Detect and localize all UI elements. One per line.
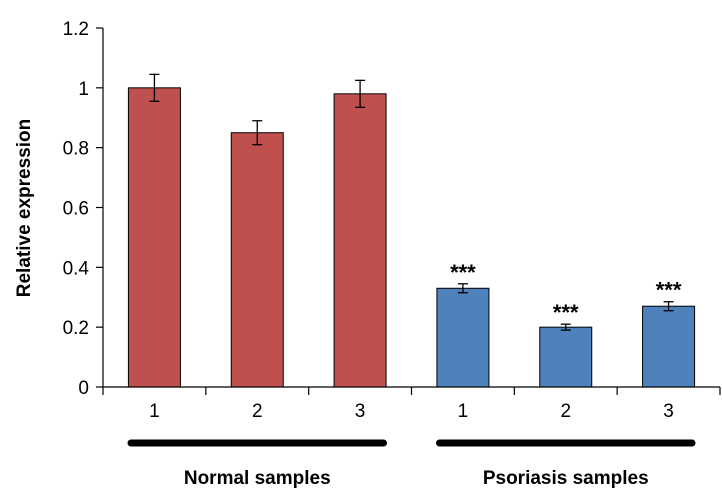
bar-4 bbox=[436, 287, 490, 388]
bar-2 bbox=[230, 132, 284, 388]
bar-3 bbox=[333, 93, 387, 388]
x-tick-label: 1 bbox=[458, 401, 469, 422]
y-tick-label: 0.8 bbox=[63, 139, 89, 160]
y-axis: 0 0.2 0.4 0.6 0.8 1 1.2 bbox=[63, 19, 104, 399]
bar-6 bbox=[642, 305, 696, 388]
significance-label: *** bbox=[656, 278, 682, 303]
significance-annotations: *** *** *** bbox=[450, 260, 682, 325]
error-bars bbox=[149, 73, 674, 331]
group-brackets: Normal samples Psoriasis samples bbox=[127, 439, 696, 489]
y-tick-label: 0.4 bbox=[63, 258, 90, 279]
x-tick-label: 3 bbox=[355, 401, 366, 422]
x-axis: 1 2 3 1 2 3 bbox=[102, 386, 721, 422]
x-tick-label: 1 bbox=[149, 401, 160, 422]
y-tick-label: 1.2 bbox=[63, 19, 89, 40]
y-axis-label: Relative expression bbox=[14, 119, 35, 297]
significance-label: *** bbox=[553, 300, 579, 325]
bar-1 bbox=[127, 87, 181, 388]
significance-label: *** bbox=[450, 260, 476, 285]
group-label: Psoriasis samples bbox=[483, 468, 649, 489]
x-tick-label: 2 bbox=[560, 401, 571, 422]
y-tick-label: 0 bbox=[78, 378, 89, 399]
y-tick-label: 0.6 bbox=[63, 199, 89, 220]
x-tick-label: 3 bbox=[663, 401, 674, 422]
y-tick-label: 0.2 bbox=[63, 318, 89, 339]
y-tick-label: 1 bbox=[78, 79, 89, 100]
bars bbox=[127, 87, 696, 388]
bar-5 bbox=[539, 326, 593, 388]
x-tick-label: 2 bbox=[252, 401, 263, 422]
group-label: Normal samples bbox=[184, 468, 331, 489]
